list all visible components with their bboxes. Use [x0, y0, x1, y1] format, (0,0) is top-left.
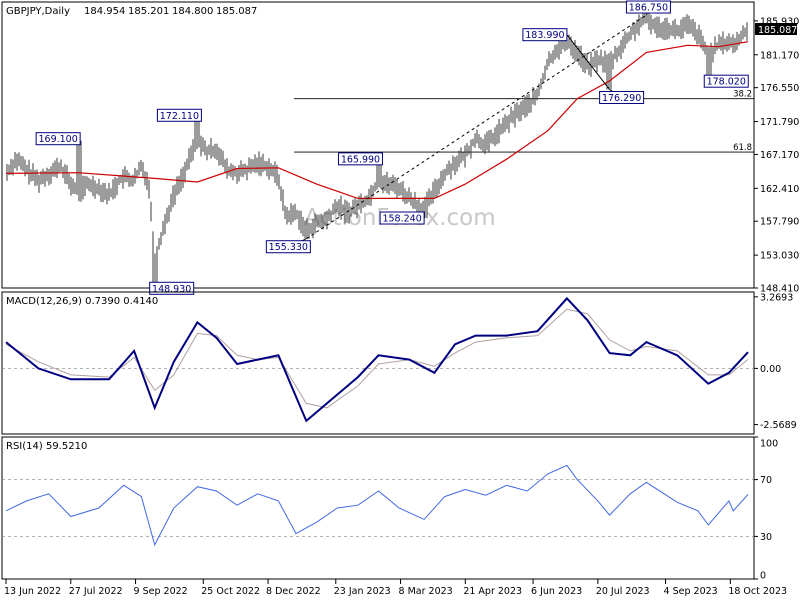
rsi-levels: [2, 479, 754, 537]
price-annotation: 148.930: [149, 281, 195, 295]
x-tick-label: 25 Oct 2022: [201, 586, 260, 597]
x-tick-label: 9 Sep 2022: [134, 586, 188, 597]
price-tick-label: 167.170: [760, 150, 799, 161]
macd-tick-label: 0.00: [760, 364, 781, 375]
macd-main-line: [5, 296, 749, 423]
rsi-tick-label: 30: [760, 532, 772, 543]
rsi-tick-label: 0: [760, 571, 766, 582]
x-tick-label: 21 Apr 2023: [463, 586, 522, 597]
price-annotation: 169.100: [35, 132, 81, 146]
ohlc-low: 184.800: [172, 6, 213, 17]
annotation-box: [379, 211, 425, 225]
price-annotation: 158.240: [379, 211, 425, 225]
annotation-label: 176.290: [602, 93, 641, 104]
fib-lines: 38.2 61.8: [294, 90, 754, 153]
ohlc-close: 185.087: [216, 6, 257, 17]
price-annotation: 178.020: [703, 74, 749, 88]
ema-series-line: [5, 41, 749, 199]
annotation-box: [149, 281, 195, 295]
annotation-box: [625, 0, 671, 14]
price-annotation: 172.110: [156, 108, 202, 122]
x-tick-label: 6 Jun 2023: [531, 586, 582, 597]
x-axis: 13 Jun 2022 27 Jul 2022 9 Sep 2022 25 Oct 2…: [4, 579, 787, 597]
annotation-label: 148.930: [152, 284, 191, 295]
last-price-tag: 185.087: [755, 23, 797, 36]
x-tick-label: 13 Jun 2022: [4, 586, 61, 597]
macd-axis: 3.2693 0.00 -2.5689: [754, 292, 797, 431]
rsi-title: RSI(14) 59.5210: [6, 441, 87, 452]
x-tick-label: 20 Jul 2023: [596, 586, 650, 597]
price-annotation: 155.330: [265, 238, 311, 254]
x-tick-label: 8 Dec 2022: [266, 586, 321, 597]
annotation-box: [265, 240, 311, 254]
macd-pane: MACD(12,26,9) 0.7390 0.4140 3.2693 0.00 -2…: [1, 291, 797, 435]
price-annotations: 169.100 172.110 148.930 155.330 165.990 158.2…: [35, 0, 749, 295]
macd-pane-frame: [1, 291, 755, 435]
price-tick-label: 171.790: [760, 117, 799, 128]
price-tick-label: 162.410: [760, 184, 799, 195]
rsi-lines: [5, 464, 749, 547]
price-annotation: 186.750: [625, 0, 671, 16]
macd-tick-label: 3.2693: [760, 292, 793, 303]
x-tick-label: 27 Jul 2022: [69, 586, 123, 597]
ohlc-open: 184.954: [84, 6, 125, 17]
price-tick-label: 176.550: [760, 83, 799, 94]
price-annotation: 176.290: [599, 89, 645, 105]
macd-title: MACD(12,26,9) 0.7390 0.4140: [6, 296, 158, 307]
annotation-box: [599, 91, 645, 105]
annotation-box: [703, 74, 749, 88]
price-bars: [6, 8, 748, 285]
trend-line: [566, 34, 611, 90]
rsi-tick-label: 70: [760, 475, 772, 486]
rsi-pane: RSI(14) 59.5210 100 70 30 0: [1, 436, 778, 582]
rsi-axis: 100 70 30 0: [754, 436, 778, 582]
macd-lines: [5, 296, 749, 423]
price-annotation: 183.990: [522, 28, 568, 42]
price-annotation: 165.990: [337, 152, 383, 166]
rsi-line: [5, 464, 749, 547]
annotation-label: 183.990: [525, 30, 564, 41]
price-tick-label: 181.170: [760, 50, 799, 61]
last-price-label: 185.087: [758, 25, 797, 36]
annotation-label: 172.110: [160, 111, 199, 122]
annotation-label: 158.240: [382, 214, 421, 225]
annotation-box: [337, 152, 383, 166]
macd-tick-label: -2.5689: [760, 420, 797, 431]
annotation-label: 178.020: [707, 77, 746, 88]
x-tick-label: 4 Sep 2023: [664, 586, 718, 597]
symbol-title: GBPJPY,Daily: [6, 6, 70, 17]
price-pane: ActionForex.com GBPJPY,Daily 184.954 185…: [1, 0, 799, 295]
ema-line: [5, 41, 749, 199]
price-tick-label: 185.930: [760, 16, 799, 27]
price-tick-label: 148.410: [760, 284, 799, 295]
fib-level-label: 61.8: [733, 143, 752, 153]
annotation-box: [35, 132, 81, 146]
ohlc-high: 185.201: [128, 6, 169, 17]
annotation-label: 165.990: [341, 154, 380, 165]
macd-signal-line: [5, 308, 749, 409]
rsi-tick-label: 100: [760, 439, 778, 450]
trend-line: [306, 14, 647, 240]
price-pane-frame: [1, 1, 755, 289]
last-price-bg: [755, 23, 797, 35]
trend-lines: [306, 14, 647, 240]
x-tick-label: 8 Mar 2023: [399, 586, 453, 597]
price-axis: 185.930 181.170 176.550 171.790 167.170 162.4…: [754, 16, 799, 295]
price-tick-label: 153.030: [760, 251, 799, 262]
annotation-box: [156, 108, 202, 122]
annotation-label: 155.330: [269, 242, 308, 253]
annotation-label: 169.100: [38, 134, 77, 145]
x-tick-label: 23 Jan 2023: [334, 586, 391, 597]
rsi-pane-frame: [1, 436, 755, 580]
annotation-box: [522, 28, 568, 42]
annotation-label: 186.750: [629, 3, 668, 14]
price-tick-label: 157.790: [760, 217, 799, 228]
fib-level-label: 38.2: [733, 90, 752, 100]
x-tick-label: 18 Oct 2023: [728, 586, 787, 597]
